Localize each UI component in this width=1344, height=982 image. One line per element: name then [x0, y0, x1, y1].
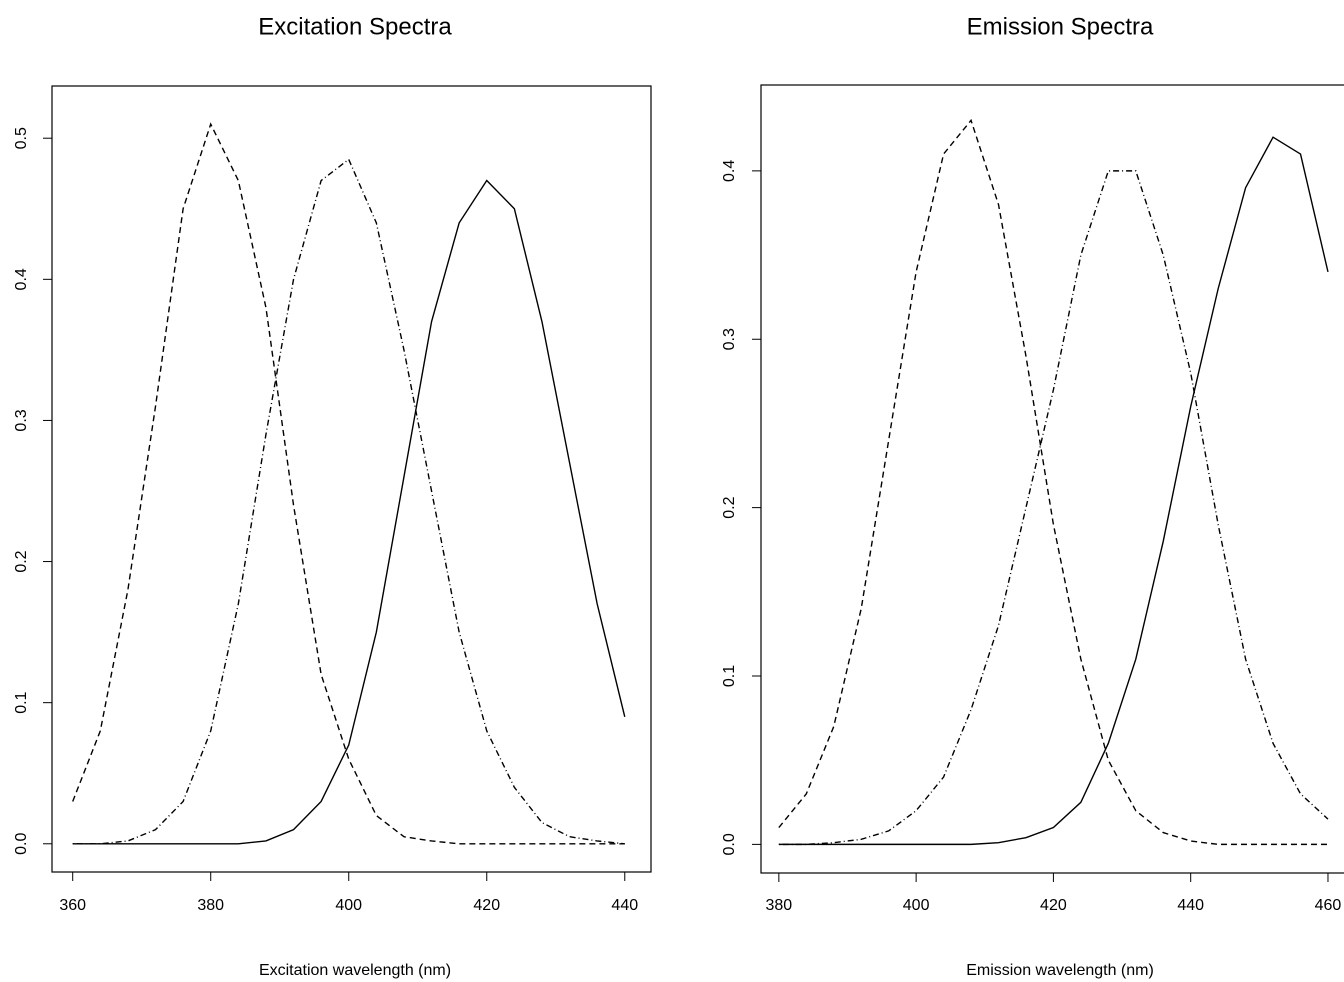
- series-line: [778, 170, 1329, 846]
- y-tick-label: 0.3: [13, 409, 30, 431]
- x-tick-label: 440: [1177, 897, 1204, 914]
- x-tick-label: 420: [1040, 897, 1067, 914]
- plot-frame: [51, 85, 652, 873]
- series-line: [72, 158, 625, 845]
- y-tick-label: 0.5: [13, 127, 30, 149]
- x-tick-label: 460: [1315, 897, 1342, 914]
- x-tick-label: 380: [197, 897, 224, 914]
- y-tick-label: 0.4: [13, 268, 30, 290]
- y-tick-label: 0.0: [721, 833, 738, 855]
- y-tick-label: 0.1: [13, 691, 30, 713]
- y-tick-label: 0.2: [13, 550, 30, 572]
- y-tick-label: 0.1: [721, 665, 738, 687]
- series-line: [778, 118, 1328, 846]
- x-tick-label: 440: [611, 897, 638, 914]
- y-tick-label: 0.2: [721, 496, 738, 518]
- x-axis-label: Excitation wavelength (nm): [259, 962, 451, 979]
- x-tick-label: 360: [59, 897, 86, 914]
- x-tick-label: 400: [903, 897, 930, 914]
- y-tick-label: 0.4: [721, 160, 738, 182]
- chart-title: Emission Spectra: [967, 13, 1154, 40]
- series-line: [72, 122, 625, 845]
- plot-frame: [760, 84, 1344, 874]
- y-tick-label: 0.3: [721, 328, 738, 350]
- chart-title: Excitation Spectra: [258, 13, 452, 40]
- series-line: [72, 179, 626, 845]
- x-axis-label: Emission wavelength (nm): [966, 962, 1154, 979]
- x-tick-label: 380: [765, 897, 792, 914]
- y-tick-label: 0.0: [13, 833, 30, 855]
- x-tick-label: 420: [473, 897, 500, 914]
- series-line: [778, 136, 1329, 846]
- x-tick-label: 400: [335, 897, 362, 914]
